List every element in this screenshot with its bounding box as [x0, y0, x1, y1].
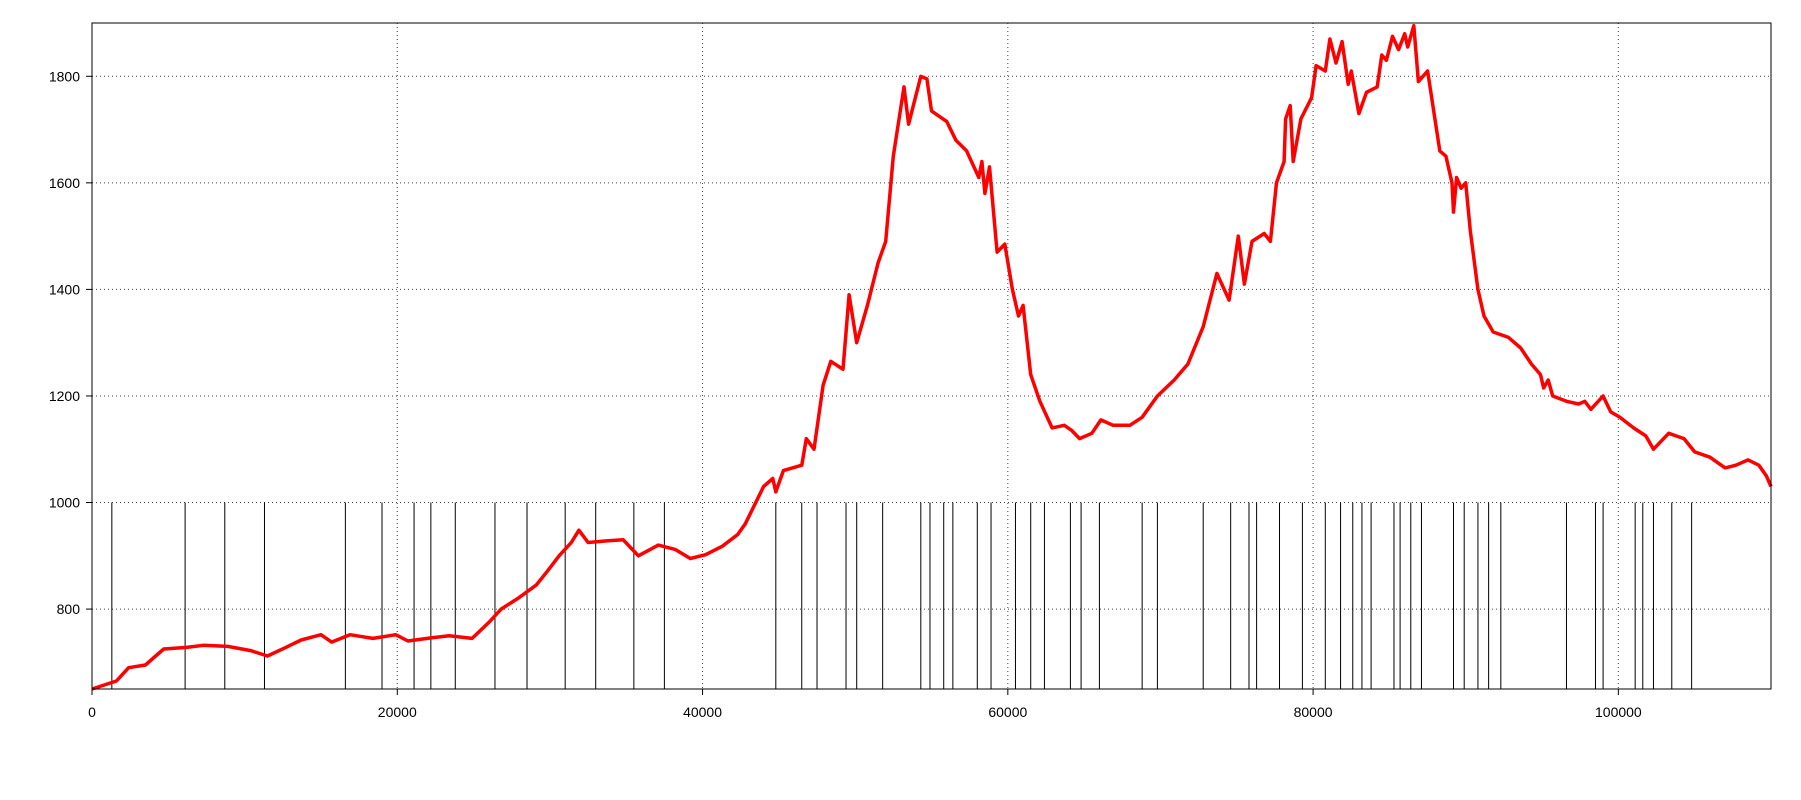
x-tick-label: 0	[88, 704, 96, 720]
x-tick-label: 100000	[1595, 704, 1642, 720]
y-tick-label: 1400	[49, 281, 80, 297]
y-tick-label: 1800	[49, 68, 80, 84]
x-tick-label: 40000	[683, 704, 722, 720]
data-line	[91, 23, 1773, 691]
plot-frame	[91, 22, 1772, 690]
y-tick-label: 1600	[49, 175, 80, 191]
x-tick-label: 20000	[378, 704, 417, 720]
y-tick-label: 800	[57, 601, 81, 617]
x-tick-label: 60000	[988, 704, 1027, 720]
y-tick-label: 1200	[49, 388, 80, 404]
y-tick-label: 1000	[49, 495, 80, 511]
x-tick-label: 80000	[1294, 704, 1333, 720]
